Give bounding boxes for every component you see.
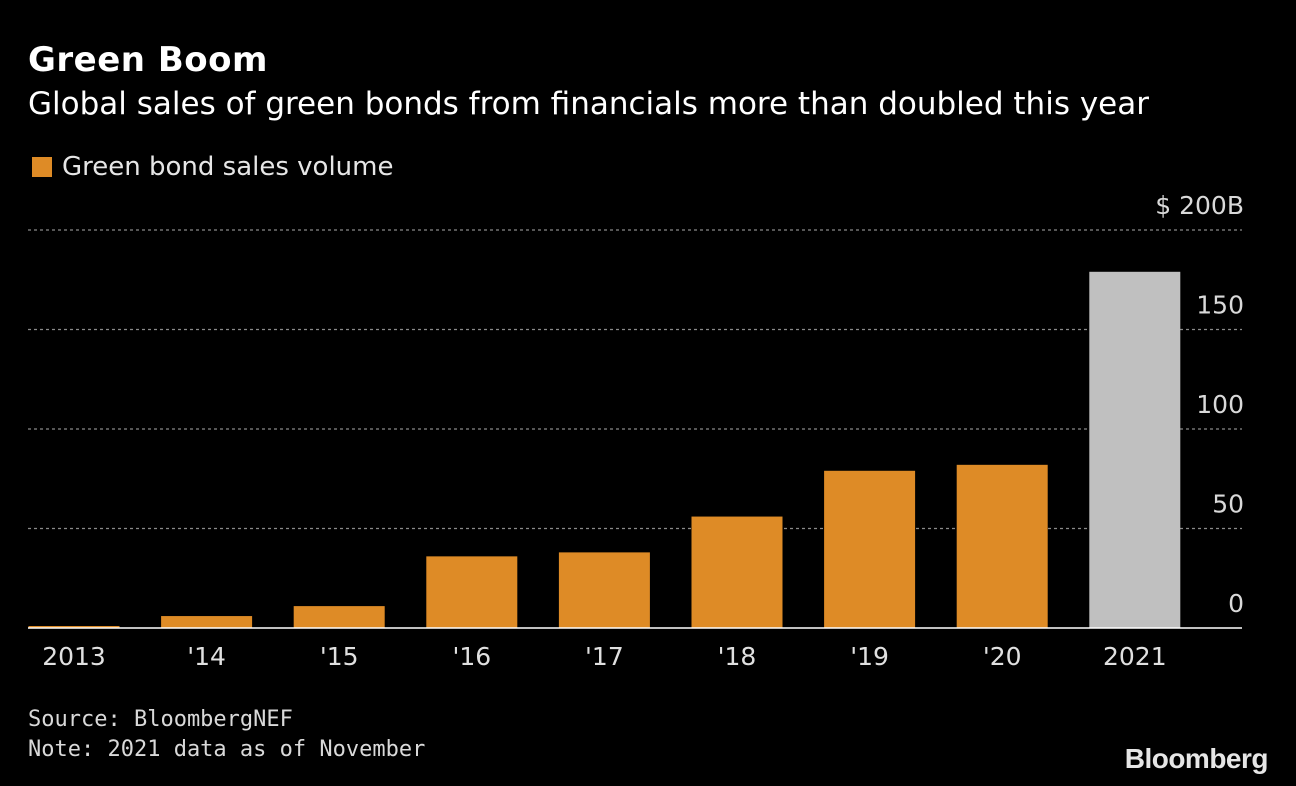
bar-2013: [28, 626, 120, 628]
x-tick-label: '19: [850, 642, 889, 671]
x-tick-label: '18: [718, 642, 757, 671]
chart-footer: Source: BloombergNEF Note: 2021 data as …: [28, 705, 425, 765]
chart-legend: Green bond sales volume: [32, 152, 394, 182]
x-tick-label: '17: [585, 642, 624, 671]
x-tick-label: '14: [187, 642, 226, 671]
source-note: Source: BloombergNEF: [28, 707, 293, 732]
x-tick-label: 2013: [42, 642, 106, 671]
y-tick-label: 50: [1212, 490, 1244, 519]
y-tick-label: 0: [1228, 589, 1244, 618]
bar-14: [161, 616, 253, 628]
y-tick-label: 100: [1196, 390, 1244, 419]
bloomberg-logo: Bloomberg: [1124, 743, 1269, 774]
chart-title: Green Boom: [28, 40, 268, 80]
bar-20: [956, 464, 1048, 628]
x-tick-label: '15: [320, 642, 359, 671]
bar-chart: 0 50 100 150 $ 200B 2013 '14 '15 '16 '17 '18 '19 '20…: [28, 191, 1244, 671]
bar-2021: [1089, 271, 1181, 628]
y-tick-label: $ 200B: [1155, 191, 1244, 220]
bar-15: [293, 606, 385, 628]
bar-18: [691, 516, 783, 628]
x-tick-label: '20: [983, 642, 1022, 671]
x-tick-label: 2021: [1103, 642, 1167, 671]
bar-17: [558, 552, 650, 628]
legend-swatch: [32, 157, 52, 177]
chart-subtitle: Global sales of green bonds from financi…: [28, 86, 1149, 122]
x-tick-label: '16: [452, 642, 491, 671]
legend-label: Green bond sales volume: [62, 152, 394, 182]
bar-16: [426, 556, 518, 628]
y-tick-label: 150: [1196, 291, 1244, 320]
bar-19: [824, 470, 916, 628]
data-note: Note: 2021 data as of November: [28, 737, 426, 762]
